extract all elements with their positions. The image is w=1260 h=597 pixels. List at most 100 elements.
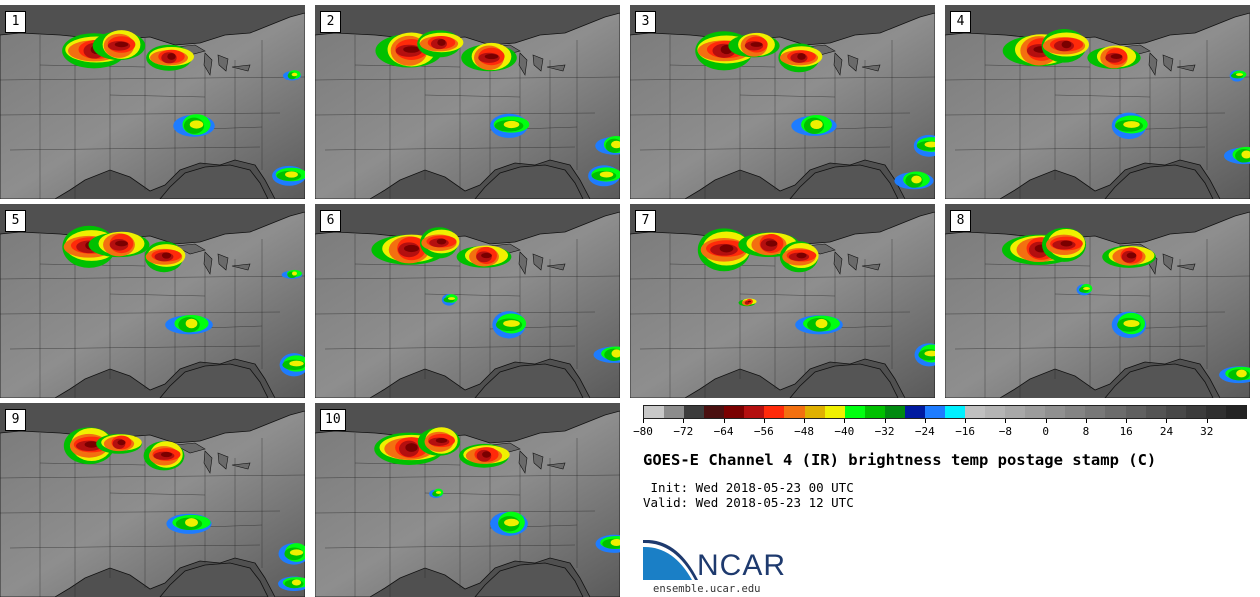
forecast-panel: 8 xyxy=(945,204,1250,398)
colorbar-swatch xyxy=(1045,406,1066,418)
colorbar-swatch xyxy=(944,406,965,418)
colorbar xyxy=(643,405,1247,419)
forecast-panel: 4 xyxy=(945,5,1250,199)
colorbar-swatch xyxy=(1085,406,1106,418)
colorbar-swatch xyxy=(864,406,885,418)
ncar-logo-text: NCAR xyxy=(697,549,787,582)
cloud-top-features xyxy=(375,30,620,187)
colorbar-swatch xyxy=(644,406,665,418)
colorbar-tick-label: 16 xyxy=(1119,425,1133,438)
colorbar-tick-label: −48 xyxy=(794,425,814,438)
colorbar-tick xyxy=(804,419,806,423)
colorbar-tick-label: −72 xyxy=(673,425,694,438)
colorbar-swatch xyxy=(764,406,785,418)
colorbar-swatch xyxy=(804,406,825,418)
member-number-label: 1 xyxy=(5,11,26,33)
colorbar-tick xyxy=(844,419,846,423)
member-number-label: 4 xyxy=(950,11,971,33)
colorbar-swatch xyxy=(1005,406,1026,418)
colorbar-tick xyxy=(1085,419,1087,423)
colorbar-tick-label: −16 xyxy=(955,425,976,438)
forecast-panel: 1 xyxy=(0,5,305,199)
colorbar-swatch xyxy=(1025,406,1046,418)
cloud-top-features xyxy=(62,225,305,377)
cloud-top-features xyxy=(62,30,305,186)
ir-satellite-map xyxy=(315,5,620,199)
colorbar-tick-label: −24 xyxy=(914,425,935,438)
colorbar-swatch xyxy=(1185,406,1206,418)
valid-time: Valid: Wed 2018-05-23 12 UTC xyxy=(643,495,854,510)
colorbar-tick xyxy=(763,419,765,423)
forecast-panel: 6 xyxy=(315,204,620,398)
website-url: ensemble.ucar.edu xyxy=(653,583,761,595)
colorbar-swatch xyxy=(904,406,925,418)
colorbar-tick xyxy=(1206,419,1208,423)
init-time: Init: Wed 2018-05-23 00 UTC xyxy=(643,480,854,495)
colorbar-swatch xyxy=(684,406,705,418)
member-number-label: 8 xyxy=(950,210,971,232)
colorbar-tick-label: −64 xyxy=(713,425,734,438)
colorbar-tick xyxy=(1045,419,1047,423)
colorbar-ticks: −80 −72 −64 −56 −48 −40 −32 −24 −16 −8 0 8 16 24 32 xyxy=(633,419,1247,443)
cloud-top-features xyxy=(374,427,620,553)
colorbar-swatch xyxy=(1225,406,1246,418)
colorbar-swatch xyxy=(824,406,845,418)
colorbar-tick-label: −32 xyxy=(874,425,895,438)
colorbar-swatch xyxy=(1105,406,1126,418)
member-number-label: 3 xyxy=(635,11,656,33)
colorbar-tick-label: 8 xyxy=(1082,425,1090,438)
ir-satellite-map xyxy=(0,403,305,597)
colorbar-tick-label: −80 xyxy=(633,425,653,438)
colorbar-tick xyxy=(683,419,685,423)
colorbar-swatch xyxy=(965,406,986,418)
colorbar-tick xyxy=(884,419,886,423)
colorbar-swatch xyxy=(1145,406,1166,418)
cloud-top-features xyxy=(63,427,305,592)
colorbar-swatch xyxy=(844,406,865,418)
colorbar-tick-label: −8 xyxy=(998,425,1013,438)
colorbar-swatch xyxy=(724,406,745,418)
member-number-label: 9 xyxy=(5,409,26,431)
colorbar-tick xyxy=(965,419,967,423)
ir-satellite-map xyxy=(945,204,1250,398)
ir-satellite-map xyxy=(315,204,620,398)
forecast-panel: 7 xyxy=(630,204,935,398)
ir-satellite-map xyxy=(0,5,305,199)
colorbar-tick xyxy=(924,419,926,423)
colorbar-tick-label: −40 xyxy=(834,425,855,438)
colorbar-swatch xyxy=(704,406,725,418)
ir-satellite-map xyxy=(315,403,620,597)
cloud-top-features xyxy=(1002,29,1250,165)
colorbar-tick-label: −56 xyxy=(753,425,774,438)
colorbar-tick xyxy=(1005,419,1007,423)
colorbar-tick xyxy=(723,419,725,423)
ir-satellite-map xyxy=(630,5,935,199)
colorbar-swatch xyxy=(884,406,905,418)
forecast-panel: 2 xyxy=(315,5,620,199)
colorbar-tick-label: 32 xyxy=(1200,425,1214,438)
colorbar-swatch xyxy=(1125,406,1146,418)
ncar-logo-icon xyxy=(643,540,698,580)
colorbar-swatch xyxy=(1065,406,1086,418)
figure-title: GOES-E Channel 4 (IR) brightness temp po… xyxy=(643,451,1157,469)
forecast-panel: 9 xyxy=(0,403,305,597)
colorbar-tick-label: 0 xyxy=(1042,425,1049,438)
cloud-top-features xyxy=(697,228,935,367)
ir-satellite-map xyxy=(945,5,1250,199)
cloud-top-features xyxy=(371,227,620,363)
colorbar-swatch xyxy=(784,406,805,418)
member-number-label: 7 xyxy=(635,210,656,232)
colorbar-tick xyxy=(1166,419,1168,423)
colorbar-swatch xyxy=(924,406,945,418)
colorbar-swatch xyxy=(985,406,1006,418)
ir-satellite-map xyxy=(0,204,305,398)
member-number-label: 5 xyxy=(5,210,26,232)
member-number-label: 10 xyxy=(320,409,346,431)
colorbar-tick xyxy=(643,419,644,423)
member-number-label: 6 xyxy=(320,210,341,232)
member-number-label: 2 xyxy=(320,11,341,33)
forecast-panel: 10 xyxy=(315,403,620,597)
colorbar-tick xyxy=(1126,419,1128,423)
colorbar-swatch xyxy=(744,406,765,418)
colorbar-tick-label: 24 xyxy=(1159,425,1174,438)
